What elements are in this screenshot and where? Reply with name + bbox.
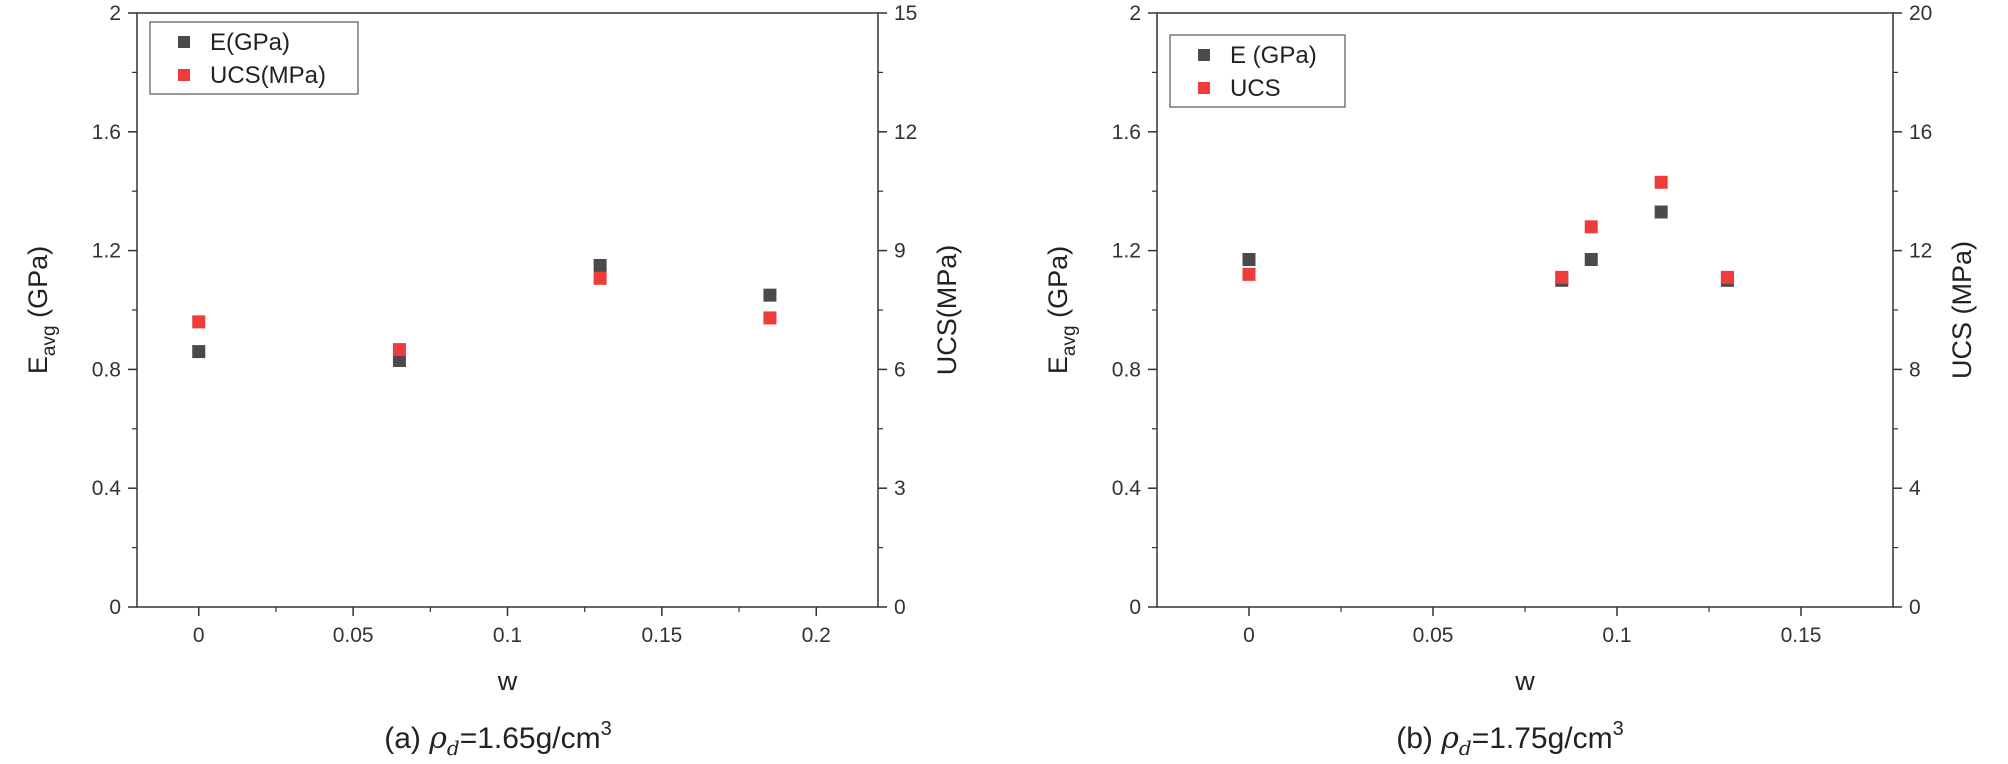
caption-prefix: (b)	[1396, 722, 1441, 755]
legend-box	[149, 21, 359, 95]
y-tick-label: 0.8	[1112, 358, 1141, 381]
y-axis-title: Eavg (GPa)	[1043, 246, 1080, 374]
data-point	[763, 311, 777, 325]
legend: E(GPa) UCS(MPa)	[149, 21, 359, 95]
series-ucs	[192, 271, 777, 357]
y2-axis-title: UCS (MPa)	[1947, 241, 1977, 379]
data-point	[192, 345, 206, 359]
x-tick-label: 0	[1243, 624, 1255, 647]
y2-tick-label: 0	[1909, 596, 1921, 619]
panel-caption: (a) ρd=1.65g/cm3	[384, 718, 612, 759]
plot-frame	[136, 12, 879, 608]
data-point	[1555, 270, 1569, 284]
caption-superscript: 3	[1613, 718, 1624, 740]
y-tick-label: 1.2	[1112, 240, 1141, 263]
data-point	[192, 315, 206, 329]
caption-symbol: ρ	[428, 721, 447, 756]
y-tick-label: 0	[1129, 596, 1141, 619]
y2-tick-label: 20	[1909, 2, 1932, 25]
caption-value: =1.65g/cm	[460, 722, 601, 755]
caption-superscript: 3	[601, 718, 612, 740]
y2-tick-label: 12	[1909, 240, 1932, 263]
x-axis-title: w	[497, 666, 518, 696]
data-point	[1654, 205, 1668, 219]
y2-tick-label: 0	[894, 596, 906, 619]
data-point	[1242, 253, 1256, 267]
data-point	[1242, 267, 1256, 281]
caption-symbol-subscript: d	[1459, 736, 1472, 759]
caption-value: =1.75g/cm	[1472, 722, 1613, 755]
x-tick-label: 0	[193, 624, 205, 647]
y2-tick-label: 4	[1909, 477, 1921, 500]
y-tick-label: 2	[109, 2, 121, 25]
data-point	[593, 271, 607, 285]
y2-tick-label: 9	[894, 240, 906, 263]
y-tick-label: 1.6	[1112, 121, 1141, 144]
y-axis-title-subscript: avg	[1059, 325, 1080, 356]
legend-label: E(GPa)	[210, 29, 290, 56]
y-axis-title-subscript: avg	[39, 325, 60, 356]
x-tick-label: 0.05	[1413, 624, 1454, 647]
legend-label: UCS(MPa)	[210, 62, 326, 89]
y-axis-title: Eavg (GPa)	[23, 246, 60, 374]
y2-tick-label: 16	[1909, 121, 1932, 144]
legend-marker	[1198, 49, 1210, 61]
data-point	[392, 353, 406, 367]
y2-tick-label: 3	[894, 477, 906, 500]
legend-marker	[178, 36, 190, 48]
legend-box	[1169, 34, 1346, 108]
panel-caption: (b) ρd=1.75g/cm3	[1396, 718, 1624, 759]
y2-axis-title: UCS(MPa)	[932, 245, 962, 376]
data-point	[1720, 270, 1734, 284]
y-tick-label: 0.4	[1112, 477, 1142, 500]
caption-symbol-subscript: d	[447, 736, 460, 759]
x-tick-label: 0.1	[1602, 624, 1631, 647]
chart-panel-b: 0 0.05 0.1 0.1500.40.81.21.62048121620wEavg…	[1043, 2, 1977, 760]
x-tick-label: 0.15	[641, 624, 682, 647]
chart-panel-a: 0 0.05 0.1 0.15 0.2 0 0.4 0.8 1.2 1.6 2 0 3 6 9 12 15 w Ea…	[23, 2, 962, 760]
y2-tick-label: 15	[894, 2, 917, 25]
caption-prefix: (a)	[384, 722, 429, 755]
data-point	[1584, 220, 1598, 234]
legend-marker	[178, 69, 190, 81]
y-axis-title-main: E	[23, 356, 53, 374]
y-tick-label: 1.2	[92, 240, 121, 263]
y-tick-label: 0.4	[92, 477, 122, 500]
caption-symbol: ρ	[1440, 721, 1459, 756]
legend-label: UCS	[1230, 75, 1281, 102]
legend-marker	[1198, 82, 1210, 94]
series-e-modulus	[192, 258, 777, 367]
x-tick-label: 0.2	[802, 624, 831, 647]
series-ucs	[1242, 175, 1734, 284]
x-tick-label: 0.1	[493, 624, 522, 647]
x-tick-label: 0.05	[333, 624, 374, 647]
legend: E (GPa) UCS	[1169, 34, 1346, 108]
y2-tick-label: 6	[894, 358, 906, 381]
data-point	[593, 258, 607, 272]
y-tick-label: 0	[109, 596, 121, 619]
series-e-modulus	[1242, 205, 1734, 287]
y-axis-title-unit: (GPa)	[23, 246, 53, 326]
y-tick-label: 0.8	[92, 358, 121, 381]
y2-tick-label: 12	[894, 121, 917, 144]
y-axis-title-unit: (GPa)	[1043, 246, 1073, 326]
data-point	[1584, 253, 1598, 267]
x-axis-title: w	[1514, 666, 1535, 696]
y2-tick-label: 8	[1909, 358, 1921, 381]
data-point	[392, 343, 406, 357]
data-point	[1654, 175, 1668, 189]
x-tick-label: 0.15	[1781, 624, 1822, 647]
data-point	[763, 288, 777, 302]
legend-label: E (GPa)	[1230, 42, 1317, 69]
y-tick-label: 2	[1129, 2, 1141, 25]
y-axis-title-main: E	[1043, 356, 1073, 374]
y-tick-label: 1.6	[92, 121, 121, 144]
